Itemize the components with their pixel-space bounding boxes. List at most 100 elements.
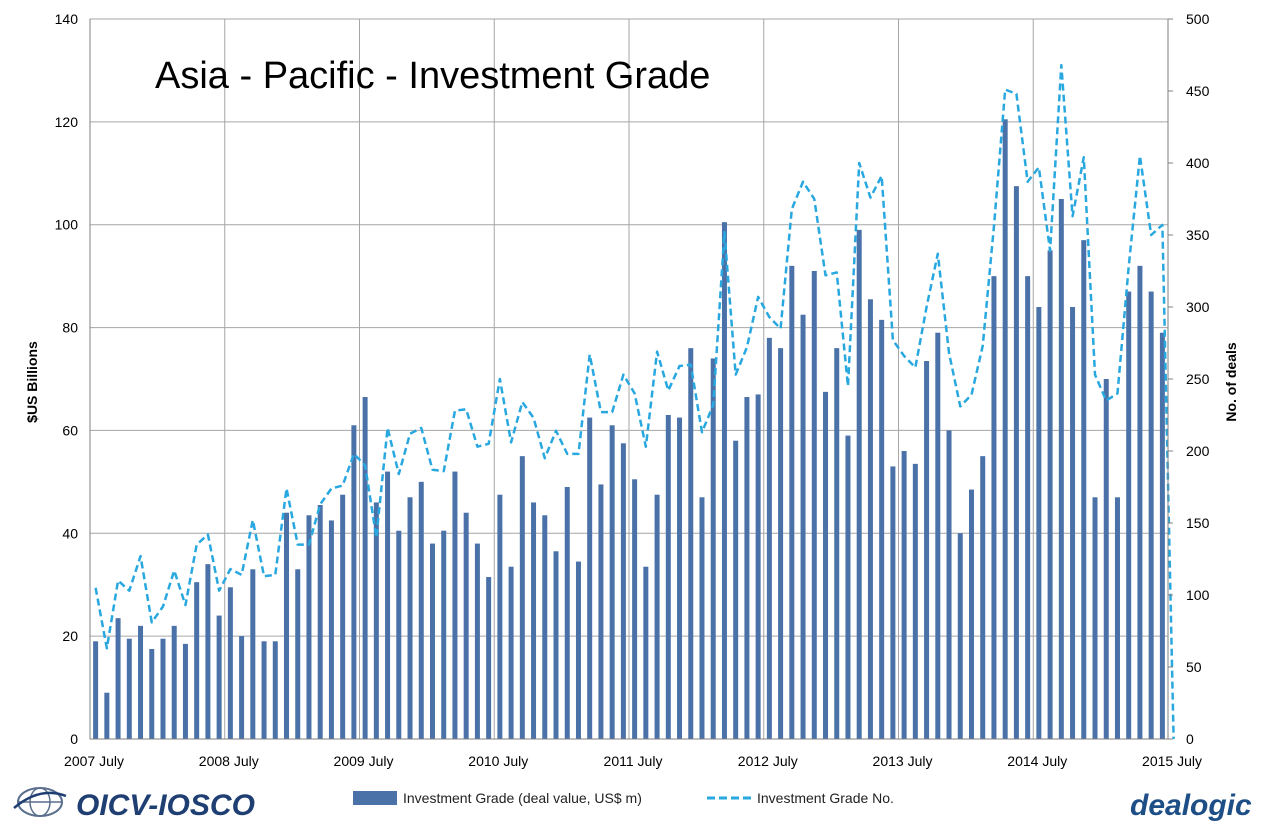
- bar: [284, 512, 290, 739]
- bar: [531, 502, 537, 739]
- x-tick-label: 2011 July: [604, 753, 663, 769]
- bar: [1070, 307, 1076, 739]
- bar: [272, 641, 278, 739]
- bar: [901, 451, 907, 739]
- bar: [1092, 497, 1098, 739]
- bar: [1114, 497, 1120, 739]
- bar: [968, 489, 974, 739]
- y-left-tick-label: 20: [62, 628, 78, 644]
- bar: [643, 566, 649, 739]
- legend: Investment Grade (deal value, US$ m) Inv…: [353, 790, 894, 806]
- bar: [710, 358, 716, 739]
- bar: [553, 551, 559, 739]
- bar: [867, 299, 873, 739]
- bar: [93, 641, 99, 739]
- legend-label-line: Investment Grade No.: [757, 790, 894, 806]
- y-right-tick-label: 250: [1186, 371, 1210, 387]
- bar: [980, 456, 986, 739]
- bar: [632, 479, 638, 739]
- bar: [418, 481, 424, 739]
- bar: [160, 638, 166, 739]
- y-left-tick-label: 0: [70, 731, 78, 747]
- bar: [598, 484, 604, 739]
- bar: [328, 520, 334, 739]
- bar: [845, 435, 851, 739]
- bar: [620, 443, 626, 739]
- bar: [497, 494, 503, 739]
- bar: [665, 415, 671, 739]
- bar: [474, 543, 480, 739]
- bar: [946, 430, 952, 739]
- bar: [1126, 291, 1132, 739]
- bar: [834, 348, 840, 739]
- bar: [1013, 186, 1019, 740]
- bar: [452, 471, 458, 739]
- chart-title: Asia - Pacific - Investment Grade: [155, 55, 710, 97]
- bar: [396, 530, 402, 739]
- bar: [104, 692, 110, 739]
- legend-label-bars: Investment Grade (deal value, US$ m): [403, 790, 642, 806]
- y-left-tick-label: 80: [62, 320, 78, 336]
- bar: [138, 625, 144, 739]
- bar: [1036, 307, 1042, 739]
- bar: [912, 463, 918, 739]
- bar: [1002, 119, 1008, 740]
- bar: [789, 265, 795, 739]
- bar: [890, 466, 896, 739]
- bar: [654, 494, 660, 739]
- deal-count-line: [94, 63, 1175, 740]
- x-tick-label: 2009 July: [334, 753, 394, 769]
- bar: [126, 638, 132, 739]
- bar: [542, 515, 548, 739]
- y-right-tick-label: 100: [1186, 587, 1210, 603]
- bar: [924, 361, 930, 739]
- bar: [1159, 332, 1165, 739]
- bar: [227, 587, 233, 739]
- y-left-tick-label: 100: [55, 217, 79, 233]
- bar: [1081, 240, 1087, 739]
- bar: [1148, 291, 1154, 739]
- bar: [721, 222, 727, 740]
- bar: [463, 512, 469, 739]
- x-tick-label: 2007 July: [64, 753, 124, 769]
- bar: [688, 348, 694, 739]
- bar: [1137, 265, 1143, 739]
- bar: [856, 229, 862, 739]
- bar: [677, 417, 683, 739]
- bar: [441, 530, 447, 739]
- bar: [317, 505, 323, 739]
- bar: [1058, 199, 1064, 739]
- bar: [486, 577, 492, 739]
- y-left-tick-label: 120: [55, 114, 79, 130]
- bar: [564, 487, 570, 739]
- iosco-logo-text: OICV-IOSCO: [76, 789, 255, 822]
- x-tick-label: 2008 July: [199, 753, 259, 769]
- bar: [733, 440, 739, 739]
- y-axis-left-title: $US Billions: [24, 341, 40, 423]
- bar: [879, 319, 885, 739]
- y-right-tick-label: 150: [1186, 515, 1210, 531]
- y-left-tick-label: 60: [62, 422, 78, 438]
- bar: [1047, 250, 1053, 739]
- bar: [340, 494, 346, 739]
- bar: [194, 582, 200, 739]
- bar: [362, 397, 368, 739]
- x-tick-label: 2013 July: [873, 753, 933, 769]
- bar: [957, 533, 963, 739]
- bar: [699, 497, 705, 739]
- y-right-tick-label: 500: [1186, 11, 1210, 27]
- y-right-tick-label: 350: [1186, 227, 1210, 243]
- y-right-tick-label: 200: [1186, 443, 1210, 459]
- bar: [935, 332, 941, 739]
- y-right-tick-label: 450: [1186, 83, 1210, 99]
- bar: [755, 394, 761, 739]
- bar: [778, 348, 784, 739]
- bar: [811, 271, 817, 739]
- bar: [744, 397, 750, 739]
- bar: [508, 566, 514, 739]
- bar: [205, 564, 211, 739]
- legend-swatch-bars: [353, 791, 397, 805]
- bar: [115, 618, 121, 739]
- x-tick-label: 2012 July: [738, 753, 798, 769]
- y-right-tick-label: 400: [1186, 155, 1210, 171]
